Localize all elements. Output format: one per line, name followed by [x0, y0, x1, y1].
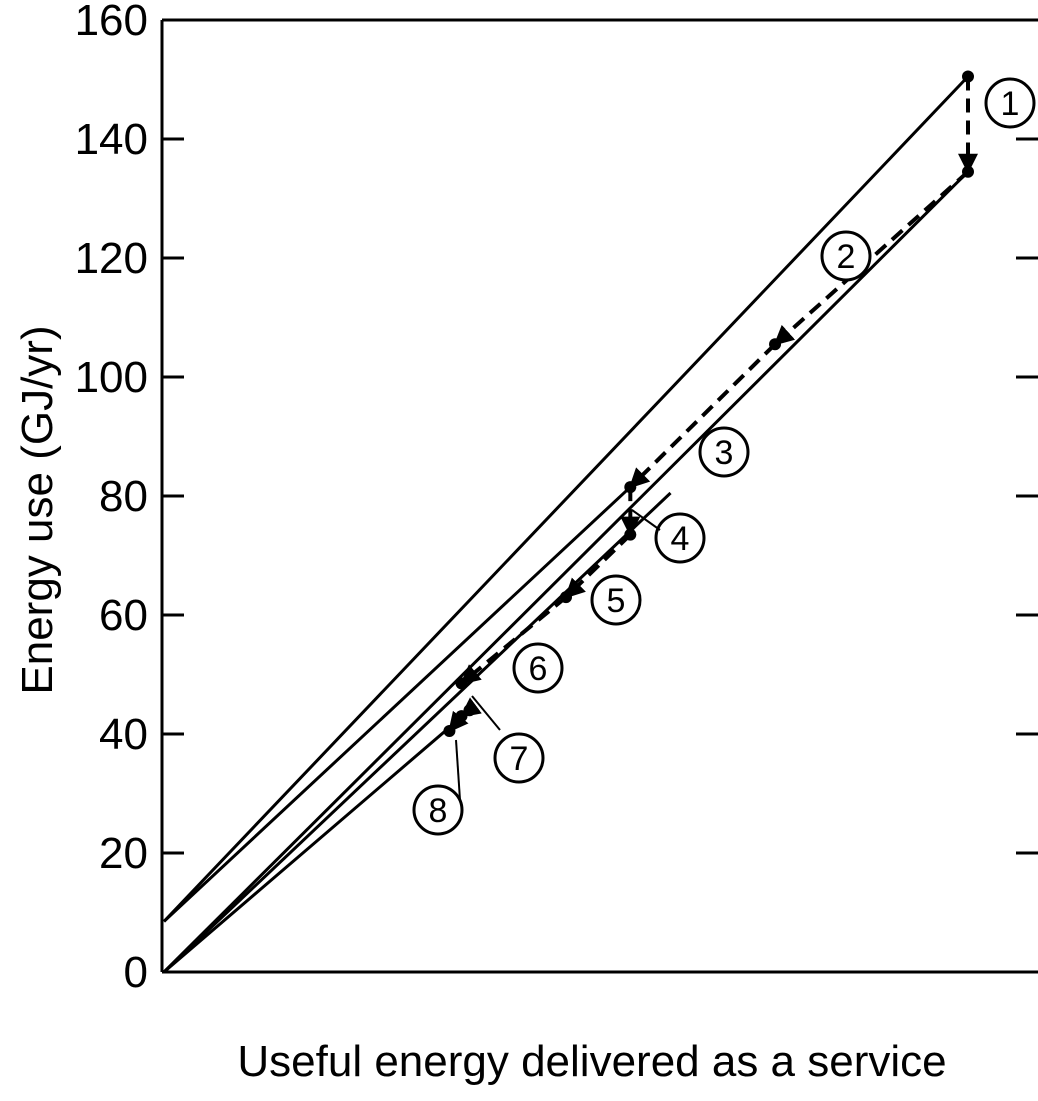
step-point — [962, 70, 974, 83]
step-label-8: 8 — [412, 739, 464, 836]
step-label-text: 8 — [429, 792, 448, 830]
series-line-4 — [162, 491, 672, 974]
step-point — [624, 528, 637, 541]
step-label-circle — [820, 230, 872, 282]
series-line-5 — [163, 709, 471, 974]
step-label-text: 6 — [529, 650, 548, 688]
step-label-circle — [493, 732, 545, 784]
y-tick-label-120: 120 — [75, 234, 148, 283]
y-tick-label-20: 20 — [99, 829, 148, 878]
y-axis-title: Energy use (GJ/yr) — [13, 325, 62, 694]
step-point — [443, 725, 456, 738]
step-label-3: 3 — [698, 426, 750, 478]
step-label-6: 6 — [512, 642, 564, 694]
step-arrow-3 — [628, 342, 777, 489]
series-line-1 — [162, 75, 970, 923]
step-label-leader — [471, 695, 501, 731]
step-label-leader — [455, 739, 461, 801]
step-label-text: 3 — [715, 434, 734, 472]
step-point — [624, 481, 637, 494]
y-tick-label-100: 100 — [75, 353, 148, 402]
step-label-circle — [698, 426, 750, 478]
step-label-2: 2 — [820, 230, 872, 282]
step-point — [455, 677, 468, 690]
step-label-4: 4 — [631, 509, 706, 564]
step-point — [962, 165, 974, 178]
step-label-text: 5 — [607, 582, 626, 620]
series-line-3 — [162, 170, 970, 974]
step-label-circle — [512, 642, 564, 694]
y-tick-label-80: 80 — [99, 472, 148, 521]
y-tick-label-160: 160 — [75, 0, 148, 45]
step-label-text: 2 — [837, 238, 856, 276]
step-point — [455, 710, 468, 723]
step-label-leader — [631, 509, 661, 531]
series-line-2 — [162, 485, 632, 923]
step-label-text: 1 — [1001, 85, 1020, 123]
y-tick-label-0: 0 — [124, 948, 148, 997]
step-label-text: 4 — [671, 520, 690, 558]
step-arrow-6 — [459, 595, 568, 685]
step-label-circle — [412, 784, 464, 836]
step-label-1: 1 — [984, 77, 1036, 129]
step-label-circle — [984, 77, 1036, 129]
y-tick-label-40: 40 — [99, 710, 148, 759]
step-label-circle — [590, 574, 642, 626]
step-arrow-2 — [773, 170, 970, 346]
y-tick-label-60: 60 — [99, 591, 148, 640]
y-tick-label-140: 140 — [75, 115, 148, 164]
step-label-7: 7 — [471, 695, 545, 784]
step-point — [769, 338, 782, 351]
step-label-5: 5 — [590, 574, 642, 626]
step-label-text: 7 — [510, 740, 529, 778]
step-label-circle — [654, 512, 706, 564]
step-point — [560, 591, 572, 604]
x-axis-title: Useful energy delivered as a service — [237, 1037, 946, 1086]
step-arrow-5 — [564, 533, 632, 599]
